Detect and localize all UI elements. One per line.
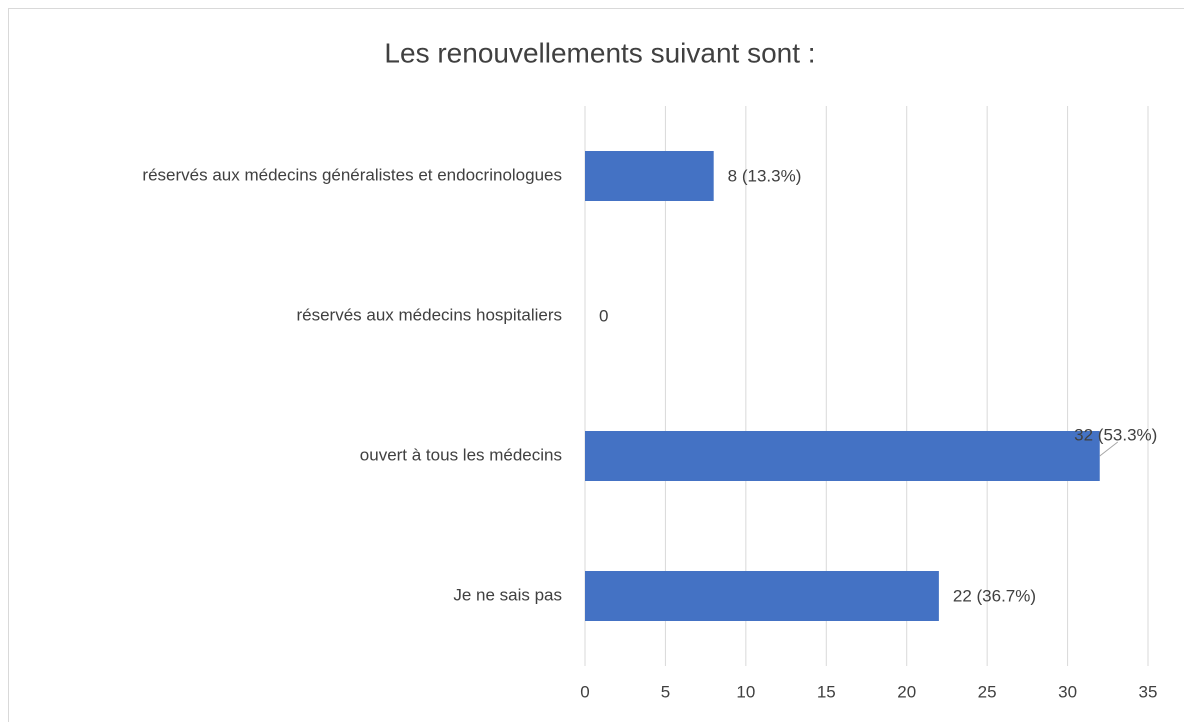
bar [585,151,714,201]
data-label: 0 [599,306,608,325]
x-tick-label: 30 [1058,682,1077,701]
x-tick-label: 5 [661,682,670,701]
data-label: 22 (36.7%) [953,586,1036,605]
x-tick-label: 10 [736,682,755,701]
x-tick-label: 15 [817,682,836,701]
y-tick-label: Je ne sais pas [453,585,562,604]
chart-title: Les renouvellements suivant sont : [384,37,815,68]
y-tick-label: réservés aux médecins généralistes et en… [142,165,562,184]
y-tick-label: ouvert à tous les médecins [360,445,562,464]
data-label: 8 (13.3%) [728,166,802,185]
x-tick-label: 0 [580,682,589,701]
x-tick-label: 25 [978,682,997,701]
leader-line [1099,441,1119,457]
bar [585,571,939,621]
x-tick-label: 20 [897,682,916,701]
bar [585,431,1100,481]
data-label: 32 (53.3%) [1074,425,1157,444]
x-tick-label: 35 [1139,682,1158,701]
y-tick-label: réservés aux médecins hospitaliers [296,305,562,324]
